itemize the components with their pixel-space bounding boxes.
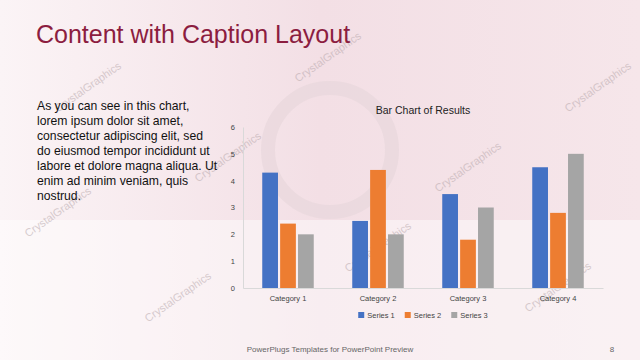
x-axis-line: [244, 288, 604, 289]
caption-line: As you can see in this chart,: [37, 99, 189, 113]
y-tick: 1: [231, 257, 243, 266]
caption-line: consectetur adipiscing elit, sed: [37, 129, 203, 143]
slide-title: Content with Caption Layout: [36, 20, 350, 48]
bar: [568, 154, 584, 288]
bar: [550, 213, 566, 288]
x-tick: Category 4: [540, 288, 577, 303]
y-tick: 5: [231, 150, 243, 159]
x-tick-label: Category 3: [450, 294, 487, 303]
legend-label: Series 2: [414, 311, 442, 320]
series: [280, 170, 566, 288]
y-tick: 2: [231, 230, 243, 239]
bar: [280, 224, 296, 288]
caption-line: do eiusmod tempor incididunt ut: [37, 144, 210, 158]
bar: [532, 167, 548, 288]
legend-swatch: [451, 312, 457, 318]
bar: [352, 221, 368, 288]
watermark: CrystalGraphics: [562, 59, 633, 114]
legend: Series 1 Series 2 Series 3: [358, 311, 488, 320]
x-tick: Category 1: [270, 288, 307, 303]
x-axis: Category 1 Category 2 Category 3 Category 4: [244, 288, 604, 303]
footer: PowerPlugs Templates for PowerPoint Prev…: [247, 345, 414, 354]
x-tick-label: Category 4: [540, 294, 577, 303]
y-tick-label: 5: [231, 150, 235, 159]
bar: [298, 234, 314, 288]
x-tick-label: Category 2: [360, 294, 397, 303]
y-tick-label: 4: [231, 177, 235, 186]
series: [262, 167, 548, 288]
background: [0, 0, 640, 360]
x-tick: Category 3: [450, 288, 487, 303]
legend-swatch: [358, 312, 364, 318]
caption-line: labore et dolore magna aliqua. Ut: [37, 159, 218, 173]
y-tick-label: 6: [231, 123, 235, 132]
bar: [460, 240, 476, 288]
y-tick-label: 0: [231, 284, 235, 293]
bar: [262, 173, 278, 288]
x-tick-label: Category 1: [270, 294, 307, 303]
series: [298, 154, 584, 288]
legend-item: Series 3: [451, 311, 488, 320]
chart-title: Bar Chart of Results: [376, 104, 471, 116]
y-tick-label: 2: [231, 230, 235, 239]
bars: [262, 154, 584, 288]
legend-label: Series 3: [460, 311, 488, 320]
watermark: CrystalGraphics: [432, 139, 503, 194]
y-axis: 0 1 2 3 4 5 6: [231, 123, 244, 293]
y-tick: 4: [231, 177, 243, 186]
y-tick: 6: [231, 123, 243, 132]
watermark: CrystalGraphics: [22, 184, 93, 239]
bar: [388, 234, 404, 288]
legend-label: Series 1: [367, 311, 395, 320]
caption-line: enim ad minim veniam, quis: [37, 174, 188, 188]
y-axis-line: [243, 128, 244, 289]
y-tick: 3: [231, 203, 243, 212]
caption: As you can see in this chart,lorem ipsum…: [37, 99, 218, 203]
y-tick-label: 3: [231, 203, 235, 212]
page-number: 8: [610, 345, 615, 354]
legend-swatch: [405, 312, 411, 318]
watermark: CrystalGraphics: [142, 269, 213, 324]
legend-item: Series 2: [405, 311, 442, 320]
x-tick: Category 2: [360, 288, 397, 303]
y-tick: 0: [231, 284, 243, 293]
y-tick-label: 1: [231, 257, 235, 266]
bar: [478, 208, 494, 289]
caption-line: nostrud.: [37, 189, 81, 203]
bar: [442, 194, 458, 288]
legend-item: Series 1: [358, 311, 395, 320]
bar: [370, 170, 386, 288]
caption-line: lorem ipsum dolor sit amet,: [37, 114, 183, 128]
